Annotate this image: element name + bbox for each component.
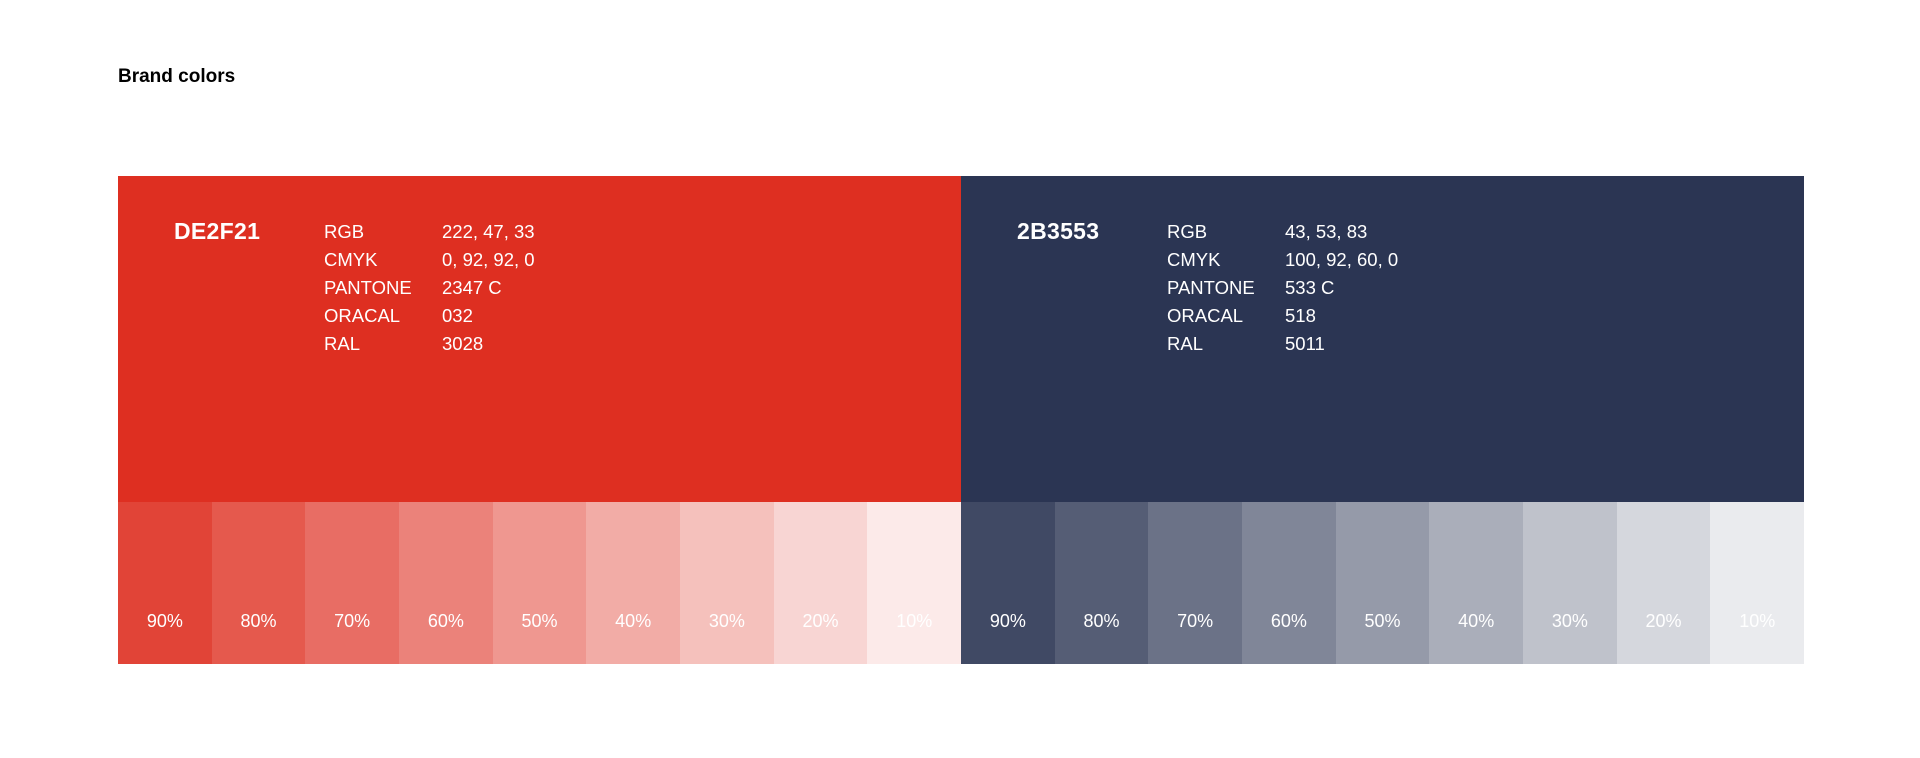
main-swatch: 2B3553 RGB 43, 53, 83 CMYK 100, 92, 60, … xyxy=(961,176,1804,502)
spec-value: 100, 92, 60, 0 xyxy=(1285,249,1399,270)
tint-label: 70% xyxy=(334,611,371,631)
hex-code: DE2F21 xyxy=(174,218,261,244)
tint-strip: 90% 80% 70% 60% 50% 40% 30% 20% 10% xyxy=(961,502,1805,664)
spec-value: 518 xyxy=(1285,305,1316,326)
tint-swatch-10: 10% xyxy=(867,502,962,664)
tint-label: 10% xyxy=(1739,611,1776,631)
tint-swatch-20: 20% xyxy=(1616,502,1711,664)
tint-label: 40% xyxy=(1458,611,1495,631)
tint-swatch-60: 60% xyxy=(1242,502,1336,664)
spec-value: 5011 xyxy=(1285,333,1325,354)
color-palette: DE2F21 RGB 222, 47, 33 CMYK 0, 92, 92, 0… xyxy=(118,176,1805,664)
tint-swatch-30: 30% xyxy=(1523,502,1617,664)
tint-swatch-90: 90% xyxy=(961,502,1055,664)
tint-label: 60% xyxy=(427,611,464,631)
spec-value: 43, 53, 83 xyxy=(1285,221,1368,242)
tint-label: 50% xyxy=(1364,611,1401,631)
tint-label: 30% xyxy=(1551,611,1588,631)
spec-row-pantone: PANTONE 533 C xyxy=(1167,274,1398,302)
tint-label: 60% xyxy=(1270,611,1307,631)
tint-swatch-50: 50% xyxy=(492,502,587,664)
tint-swatch-30: 30% xyxy=(680,502,774,664)
spec-label: PANTONE xyxy=(1167,277,1255,298)
tint-swatch-70: 70% xyxy=(1148,502,1243,664)
tint-swatch-80: 80% xyxy=(211,502,306,664)
tint-label: 20% xyxy=(802,611,839,631)
spec-row-cmyk: CMYK 100, 92, 60, 0 xyxy=(1167,246,1398,274)
spec-label: ORACAL xyxy=(1167,305,1244,326)
tint-label: 90% xyxy=(146,611,183,631)
tint-label: 90% xyxy=(989,611,1026,631)
tint-swatch-40: 40% xyxy=(586,502,681,664)
tint-label: 10% xyxy=(896,611,933,631)
spec-row-rgb: RGB 222, 47, 33 xyxy=(324,218,535,246)
page-title: Brand colors xyxy=(118,66,236,87)
tint-label: 20% xyxy=(1645,611,1682,631)
spec-value: 0, 92, 92, 0 xyxy=(442,249,535,270)
spec-label: ORACAL xyxy=(324,305,401,326)
spec-label: RGB xyxy=(1167,221,1208,242)
spec-value: 533 C xyxy=(1285,277,1335,298)
spec-row-pantone: PANTONE 2347 C xyxy=(324,274,535,302)
spec-value: 2347 C xyxy=(442,277,502,298)
tint-label: 50% xyxy=(521,611,558,631)
brand-color-navy: 2B3553 RGB 43, 53, 83 CMYK 100, 92, 60, … xyxy=(961,176,1805,664)
spec-row-cmyk: CMYK 0, 92, 92, 0 xyxy=(324,246,535,274)
tint-swatch-70: 70% xyxy=(305,502,400,664)
spec-label: PANTONE xyxy=(324,277,412,298)
spec-row-oracal: ORACAL 518 xyxy=(1167,302,1398,330)
tint-swatch-60: 60% xyxy=(399,502,493,664)
spec-label: RAL xyxy=(1167,333,1203,354)
hex-code: 2B3553 xyxy=(1017,218,1100,244)
spec-label: RAL xyxy=(324,333,360,354)
spec-value: 222, 47, 33 xyxy=(442,221,535,242)
spec-label: CMYK xyxy=(1167,249,1221,270)
tint-swatch-90: 90% xyxy=(118,502,212,664)
spec-label: RGB xyxy=(324,221,365,242)
spec-value: 3028 xyxy=(442,333,484,354)
tint-swatch-50: 50% xyxy=(1335,502,1430,664)
spec-row-ral: RAL 5011 xyxy=(1167,330,1398,358)
spec-list: RGB 222, 47, 33 CMYK 0, 92, 92, 0 PANTON… xyxy=(324,218,535,358)
tint-label: 30% xyxy=(708,611,745,631)
spec-label: CMYK xyxy=(324,249,378,270)
tint-strip: 90% 80% 70% 60% 50% 40% 30% 20% 10% xyxy=(118,502,962,664)
spec-row-rgb: RGB 43, 53, 83 xyxy=(1167,218,1398,246)
tint-label: 70% xyxy=(1177,611,1214,631)
tint-label: 40% xyxy=(615,611,652,631)
tint-swatch-40: 40% xyxy=(1429,502,1524,664)
spec-value: 032 xyxy=(442,305,473,326)
tint-label: 80% xyxy=(240,611,277,631)
spec-list: RGB 43, 53, 83 CMYK 100, 92, 60, 0 PANTO… xyxy=(1167,218,1398,358)
brand-color-red: DE2F21 RGB 222, 47, 33 CMYK 0, 92, 92, 0… xyxy=(118,176,962,664)
spec-row-oracal: ORACAL 032 xyxy=(324,302,535,330)
tint-label: 80% xyxy=(1083,611,1120,631)
main-swatch: DE2F21 RGB 222, 47, 33 CMYK 0, 92, 92, 0… xyxy=(118,176,961,502)
tint-swatch-20: 20% xyxy=(773,502,868,664)
tint-swatch-80: 80% xyxy=(1054,502,1149,664)
tint-swatch-10: 10% xyxy=(1710,502,1805,664)
spec-row-ral: RAL 3028 xyxy=(324,330,535,358)
